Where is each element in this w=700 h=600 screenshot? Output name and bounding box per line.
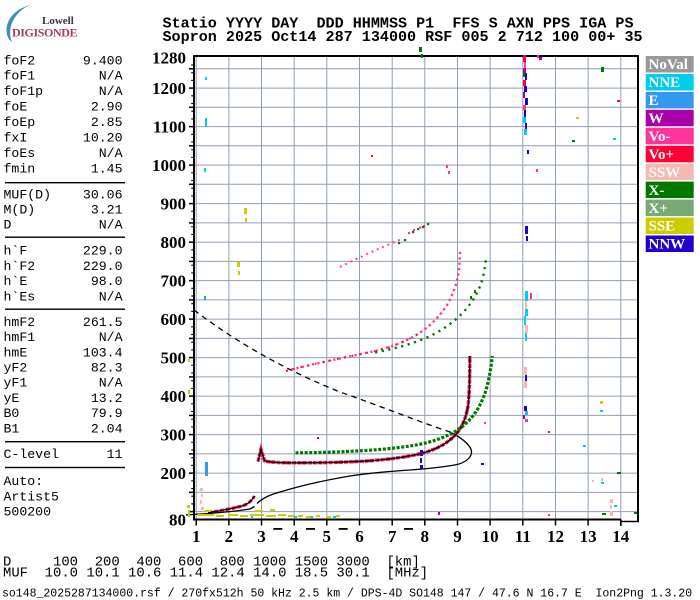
svg-text:so148_2025287134000.rsf / 270f: so148_2025287134000.rsf / 270fx512h 50 k… (2, 588, 692, 600)
svg-text:Vo-: Vo- (649, 129, 671, 145)
svg-text:DIGISONDE: DIGISONDE (12, 26, 77, 40)
svg-text:2: 2 (225, 527, 234, 546)
svg-text:X+: X+ (649, 201, 668, 217)
svg-text:30.06: 30.06 (83, 188, 123, 203)
svg-text:W: W (649, 111, 664, 127)
svg-text:Lowell: Lowell (42, 15, 74, 27)
svg-text:3: 3 (257, 527, 266, 546)
svg-text:fxI: fxI (4, 130, 28, 145)
svg-text:9.400: 9.400 (83, 53, 123, 68)
svg-text:M(D): M(D) (4, 203, 36, 218)
svg-text:300: 300 (161, 426, 187, 445)
svg-text:MUF(D): MUF(D) (4, 188, 51, 203)
svg-text:D: D (4, 217, 12, 232)
svg-text:13.2: 13.2 (91, 391, 123, 406)
svg-text:NNW: NNW (649, 237, 686, 253)
svg-text:Artist5: Artist5 (4, 489, 59, 504)
svg-text:E: E (649, 93, 659, 109)
svg-text:800: 800 (161, 233, 187, 252)
svg-text:SSE: SSE (649, 219, 676, 235)
svg-text:2.04: 2.04 (91, 421, 123, 436)
svg-text:N/A: N/A (99, 330, 123, 345)
svg-text:N/A: N/A (99, 376, 123, 391)
svg-text:N/A: N/A (99, 69, 123, 84)
svg-text:hmE: hmE (4, 345, 28, 360)
svg-text:X-: X- (649, 183, 665, 199)
svg-text:D 100 200 400 600 800: D 100 200 400 600 800 1000 1500 3000 [km… (3, 554, 420, 570)
svg-text:hmF1: hmF1 (4, 330, 36, 345)
svg-text:foF1p: foF1p (4, 84, 44, 99)
svg-text:1000: 1000 (152, 156, 186, 175)
svg-text:N/A: N/A (99, 217, 123, 232)
svg-text:8: 8 (421, 527, 430, 546)
svg-text:N/A: N/A (99, 289, 123, 304)
svg-text:foE: foE (4, 100, 28, 115)
svg-text:2.85: 2.85 (91, 115, 123, 130)
svg-text:82.3: 82.3 (91, 361, 123, 376)
svg-text:9: 9 (453, 527, 462, 546)
svg-text:11: 11 (515, 527, 531, 546)
svg-text:Auto:: Auto: (4, 474, 44, 489)
svg-text:13: 13 (580, 527, 597, 546)
svg-text:900: 900 (161, 195, 187, 214)
svg-text:fmin: fmin (4, 161, 36, 176)
svg-text:yF1: yF1 (4, 376, 28, 391)
svg-text:Sopron 2025 Oct14 287 134000 R: Sopron 2025 Oct14 287 134000 RSF 005 2 7… (163, 28, 643, 46)
svg-text:6: 6 (355, 527, 364, 546)
svg-text:229.0: 229.0 (83, 259, 123, 274)
svg-text:229.0: 229.0 (83, 244, 123, 259)
svg-text:1100: 1100 (153, 118, 186, 137)
svg-text:1: 1 (192, 527, 201, 546)
svg-text:h`F: h`F (4, 244, 28, 259)
svg-text:500200: 500200 (4, 505, 52, 520)
svg-text:h`E: h`E (4, 274, 28, 289)
svg-text:B1: B1 (4, 421, 20, 436)
svg-text:1200: 1200 (152, 79, 186, 98)
svg-text:foEs: foEs (4, 146, 36, 161)
svg-text:10: 10 (482, 527, 499, 546)
svg-text:200: 200 (161, 464, 187, 483)
svg-text:700: 700 (161, 272, 187, 291)
svg-text:500: 500 (161, 349, 187, 368)
svg-text:400: 400 (161, 387, 187, 406)
svg-text:80: 80 (169, 510, 186, 529)
svg-text:B0: B0 (4, 406, 20, 421)
svg-text:hmF2: hmF2 (4, 315, 36, 330)
svg-text:2.90: 2.90 (91, 100, 123, 115)
svg-text:foEp: foEp (4, 115, 36, 130)
svg-text:C-level: C-level (4, 447, 59, 462)
svg-text:yE: yE (4, 391, 20, 406)
svg-text:1.45: 1.45 (91, 161, 123, 176)
svg-text:14: 14 (612, 527, 630, 546)
svg-text:5: 5 (323, 527, 332, 546)
svg-text:12: 12 (547, 527, 564, 546)
svg-text:1280: 1280 (152, 48, 186, 67)
svg-text:SSW: SSW (649, 165, 681, 181)
svg-text:MUF 10.0 10.1 10.6 11.4 12.4: MUF 10.0 10.1 10.6 11.4 12.4 14.0 18.5 3… (3, 565, 428, 581)
svg-text:4: 4 (290, 527, 299, 546)
svg-text:h`Es: h`Es (4, 289, 36, 304)
svg-text:foF1: foF1 (4, 69, 36, 84)
svg-text:foF2: foF2 (4, 53, 36, 68)
svg-text:N/A: N/A (99, 146, 123, 161)
svg-text:NoVal: NoVal (649, 57, 688, 73)
svg-text:NNE: NNE (649, 75, 681, 91)
svg-text:3.21: 3.21 (91, 203, 123, 218)
svg-text:7: 7 (388, 527, 397, 546)
svg-text:261.5: 261.5 (83, 315, 123, 330)
svg-text:11: 11 (107, 447, 123, 462)
svg-text:79.9: 79.9 (91, 406, 123, 421)
svg-text:Statio YYYY DAY DDD HHMMSS P1: Statio YYYY DAY DDD HHMMSS P1 FFS S AXN … (163, 15, 634, 33)
svg-text:yF2: yF2 (4, 361, 28, 376)
svg-text:600: 600 (161, 310, 187, 329)
svg-text:98.0: 98.0 (91, 274, 123, 289)
svg-text:h`F2: h`F2 (4, 259, 36, 274)
svg-text:N/A: N/A (99, 84, 123, 99)
svg-text:Vo+: Vo+ (649, 147, 675, 163)
svg-text:103.4: 103.4 (83, 345, 123, 360)
svg-text:10.20: 10.20 (83, 130, 123, 145)
